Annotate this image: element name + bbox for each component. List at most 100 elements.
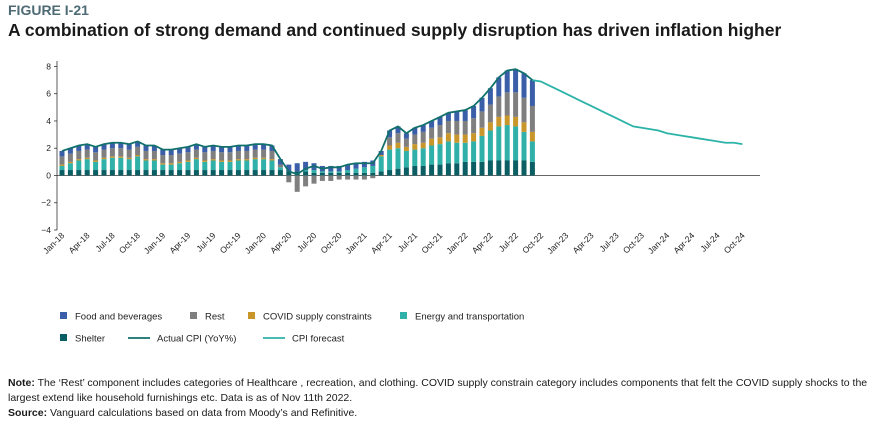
x-tick-label: Jan-21 [343, 230, 369, 256]
bar-segment [269, 160, 275, 171]
bar-segment [143, 150, 149, 160]
bar-segment [193, 144, 199, 150]
bar-segment [361, 161, 367, 168]
bar-segment [479, 135, 485, 162]
bar-segment [168, 170, 174, 176]
bar-segment [235, 150, 241, 160]
bar-segment [412, 165, 418, 176]
bar-segment [429, 138, 435, 146]
bar-segment [193, 149, 199, 158]
bar-segment [227, 161, 233, 171]
bar-segment [487, 88, 493, 105]
x-tick-label: Apr-21 [369, 230, 394, 255]
bar-segment [361, 172, 367, 176]
bar-segment [445, 133, 451, 142]
bar-segment [227, 146, 233, 153]
y-tick-label: 8 [46, 61, 51, 71]
bar-segment [345, 172, 351, 176]
bar-segment [252, 157, 258, 160]
bar-segment [185, 152, 191, 161]
bar-segment [76, 160, 82, 171]
bar-segment [160, 170, 166, 176]
x-tick-label: Jul-19 [194, 230, 218, 254]
bar-segment [261, 149, 267, 158]
bar-segment [496, 96, 502, 117]
x-tick-label: Apr-18 [67, 230, 92, 255]
bar-segment [496, 126, 502, 161]
x-tick-label: Oct-24 [722, 230, 747, 255]
bar-segment [135, 155, 141, 157]
bar-segment [513, 92, 519, 117]
bar-segment [303, 175, 309, 187]
bar-segment [504, 160, 510, 176]
y-tick-label: −4 [41, 225, 51, 235]
x-tick-label: Apr-22 [470, 230, 495, 255]
bar-segment [429, 120, 435, 128]
bar-segment [210, 159, 216, 161]
bar-segment [378, 150, 384, 156]
bar-segment [445, 120, 451, 134]
bar-segment [244, 145, 250, 151]
bar-segment [395, 142, 401, 149]
bar-segment [59, 150, 65, 157]
bar-segment [420, 165, 426, 176]
note-text: The ‘Rest’ component includes categories… [8, 377, 868, 404]
bar-segment [437, 164, 443, 176]
bar-segment [370, 172, 376, 176]
bar-segment [126, 159, 132, 171]
bar-segment [445, 163, 451, 176]
bar-segment [151, 150, 157, 160]
bar-segment [168, 163, 174, 165]
bar-segment [412, 127, 418, 135]
bar-segment [286, 175, 292, 183]
bar-segment [504, 92, 510, 116]
x-tick-label: Jul-23 [597, 230, 621, 254]
bar-segment [67, 163, 73, 171]
bar-segment [269, 170, 275, 176]
bar-segment [395, 168, 401, 176]
bar-segment [235, 160, 241, 171]
bar-segment [84, 157, 90, 160]
bar-segment [319, 175, 325, 181]
bar-segment [261, 157, 267, 160]
bar-segment [412, 149, 418, 166]
bar-segment [118, 156, 124, 158]
bar-segment [76, 170, 82, 176]
bar-segment [286, 171, 292, 176]
note-label: Note: [8, 377, 35, 389]
x-tick-label: Jan-19 [142, 230, 168, 256]
bar-segment [487, 122, 493, 131]
bar-segment [160, 163, 166, 165]
bar-segment [336, 175, 342, 180]
bar-segment [378, 156, 384, 172]
bar-segment [261, 159, 267, 171]
bar-segment [227, 152, 233, 161]
bar-segment [437, 116, 443, 126]
bar-segment [336, 172, 342, 176]
bar-segment [101, 159, 107, 171]
x-tick-label: Oct-23 [621, 230, 646, 255]
bar-segment [109, 142, 115, 149]
bar-segment [328, 172, 334, 176]
bar-segment [143, 160, 149, 171]
bar-segment [479, 161, 485, 176]
source-text: Vanguard calculations based on data from… [50, 407, 358, 419]
source-label: Source: [8, 407, 48, 419]
bar-segment [471, 161, 477, 176]
bar-segment [529, 105, 535, 132]
bar-segment [93, 170, 99, 176]
bar-segment [177, 163, 183, 171]
bar-segment [420, 125, 426, 132]
bar-segment [235, 170, 241, 176]
bar-segment [311, 175, 317, 184]
bar-segment [151, 170, 157, 176]
bar-segment [387, 149, 393, 171]
bar-segment [101, 157, 107, 160]
bar-segment [429, 164, 435, 176]
bar-segment [328, 175, 334, 181]
x-tick-label: Apr-20 [268, 230, 293, 255]
bar-segment [261, 144, 267, 150]
bar-segment [84, 159, 90, 171]
